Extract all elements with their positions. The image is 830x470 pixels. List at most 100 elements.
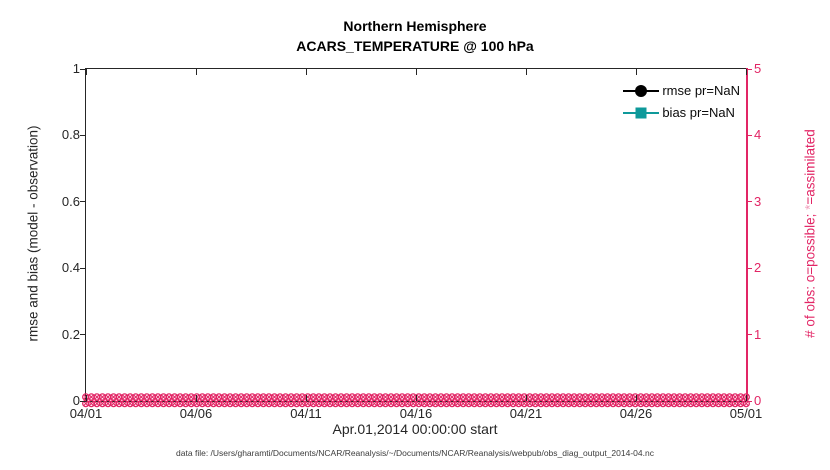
y-tick-left-0: 0 <box>72 393 80 408</box>
obs-assimilated-marker <box>222 401 228 406</box>
obs-assimilated-marker <box>105 401 111 406</box>
obs-possible-marker <box>365 399 373 408</box>
obs-assimilated-marker <box>277 394 283 400</box>
obs-assimilated-marker <box>344 394 350 400</box>
y-tick-left-0.2: 0.2 <box>61 326 80 342</box>
obs-possible-marker <box>420 399 429 408</box>
obs-assimilated-marker <box>466 394 472 400</box>
obs-assimilated-marker <box>532 401 538 406</box>
obs-assimilated-marker <box>349 401 355 406</box>
y-tickmark-left <box>80 334 86 336</box>
obs-possible-marker <box>392 399 401 408</box>
obs-assimilated-marker <box>166 394 172 400</box>
obs-assimilated-marker <box>366 401 372 406</box>
obs-assimilated-marker <box>405 401 411 406</box>
obs-possible-marker <box>315 399 323 408</box>
obs-assimilated-marker <box>410 394 416 400</box>
y-tick-right-2: 2 <box>754 260 762 276</box>
obs-possible-marker <box>675 399 684 408</box>
obs-assimilated-marker <box>460 401 466 406</box>
obs-assimilated-marker <box>127 394 133 400</box>
obs-possible-marker <box>170 399 179 408</box>
obs-assimilated-marker <box>488 394 494 400</box>
obs-assimilated-marker <box>288 401 294 406</box>
obs-assimilated-marker <box>521 401 527 406</box>
legend-label-rmse: rmse pr=NaN <box>662 83 740 98</box>
obs-possible-marker <box>259 399 268 408</box>
obs-assimilated-marker <box>566 401 572 406</box>
obs-assimilated-marker <box>471 394 477 400</box>
legend-label-bias: bias pr=NaN <box>662 105 735 120</box>
obs-assimilated-marker <box>416 401 422 406</box>
obs-assimilated-marker <box>555 401 561 406</box>
obs-assimilated-marker <box>727 401 733 406</box>
obs-possible-marker <box>198 399 207 408</box>
obs-assimilated-marker <box>188 401 194 406</box>
x-tickmark-top <box>195 69 197 75</box>
obs-possible-marker <box>270 399 279 408</box>
obs-assimilated-marker <box>671 401 677 406</box>
obs-assimilated-marker <box>577 401 583 406</box>
obs-assimilated-marker <box>666 394 672 400</box>
obs-assimilated-marker <box>527 401 533 406</box>
obs-assimilated-marker <box>194 401 200 406</box>
obs-assimilated-marker <box>571 394 577 400</box>
obs-assimilated-marker <box>299 394 305 400</box>
y-tickmark-left <box>80 267 86 269</box>
obs-possible-marker <box>209 399 218 408</box>
obs-assimilated-marker <box>582 394 588 400</box>
obs-assimilated-marker <box>305 401 311 406</box>
obs-assimilated-marker <box>444 394 450 400</box>
obs-assimilated-marker <box>632 394 638 400</box>
rmse-circle-marker-icon <box>635 84 648 97</box>
obs-assimilated-marker <box>643 401 649 406</box>
obs-possible-marker <box>448 399 456 408</box>
y-tickmark-left <box>80 400 86 402</box>
obs-possible-marker <box>731 399 739 408</box>
obs-assimilated-marker <box>627 401 633 406</box>
obs-assimilated-marker <box>555 394 561 400</box>
obs-assimilated-marker <box>427 394 433 400</box>
obs-possible-marker <box>337 399 345 408</box>
obs-possible-marker <box>204 399 212 408</box>
obs-assimilated-marker <box>327 401 333 406</box>
obs-possible-marker <box>154 399 162 408</box>
obs-assimilated-marker <box>543 394 549 400</box>
obs-assimilated-marker <box>693 401 699 406</box>
obs-possible-marker <box>87 399 96 408</box>
x-tickmark-top <box>85 69 87 75</box>
x-tick-04-16: 04/16 <box>399 406 433 421</box>
obs-assimilated-marker <box>277 401 283 406</box>
obs-assimilated-marker <box>421 401 427 406</box>
obs-assimilated-marker <box>455 394 461 400</box>
obs-assimilated-marker <box>394 394 400 400</box>
obs-assimilated-marker <box>688 401 694 406</box>
obs-assimilated-marker <box>482 394 488 400</box>
obs-assimilated-marker <box>516 401 522 406</box>
obs-assimilated-marker <box>649 394 655 400</box>
obs-assimilated-marker <box>560 401 566 406</box>
obs-possible-marker <box>503 399 512 408</box>
obs-assimilated-marker <box>721 394 727 400</box>
x-tick-04-11: 04/11 <box>290 406 322 421</box>
obs-assimilated-marker <box>122 394 128 400</box>
obs-assimilated-marker <box>727 394 733 400</box>
obs-assimilated-marker <box>333 401 339 406</box>
obs-possible-marker <box>148 399 157 408</box>
obs-assimilated-marker <box>288 394 294 400</box>
obs-assimilated-marker <box>505 401 511 406</box>
x-tickmark-bottom <box>305 395 307 401</box>
obs-assimilated-marker <box>155 394 161 400</box>
obs-assimilated-marker <box>316 401 322 406</box>
obs-possible-marker <box>736 399 745 408</box>
obs-assimilated-marker <box>493 401 499 406</box>
obs-assimilated-marker <box>449 394 455 400</box>
obs-assimilated-marker <box>427 401 433 406</box>
x-tickmark-top <box>525 69 527 75</box>
obs-assimilated-marker <box>99 394 105 400</box>
obs-assimilated-marker <box>260 401 266 406</box>
obs-assimilated-marker <box>155 401 161 406</box>
obs-possible-marker <box>342 399 351 408</box>
obs-assimilated-marker <box>394 401 400 406</box>
